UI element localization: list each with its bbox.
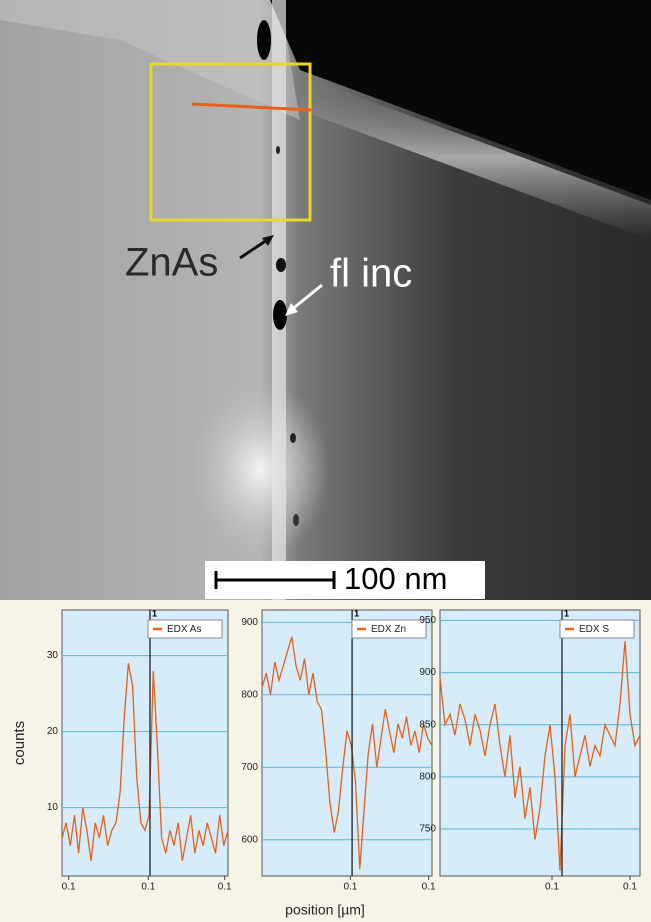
x-axis-label: position [µm] <box>285 902 365 918</box>
y-tick-label: 10 <box>47 802 59 813</box>
y-tick-label: 800 <box>419 772 436 783</box>
y-axis-label: counts <box>11 721 28 765</box>
y-tick-label: 20 <box>47 726 59 737</box>
x-tick-label: 0.1 <box>62 882 76 893</box>
cursor-label: 1 <box>152 608 157 618</box>
scale-bar-label: 100 nm <box>344 561 447 596</box>
legend-label: EDX S <box>579 624 609 635</box>
y-tick-label: 800 <box>241 689 258 700</box>
x-tick-label: 0.1 <box>623 882 637 893</box>
x-tick-label: 0.1 <box>141 882 155 893</box>
y-tick-label: 750 <box>419 824 436 835</box>
annotation: fl inc <box>330 252 412 296</box>
y-tick-label: 900 <box>419 667 436 678</box>
micrograph: ZnAs fl inc 100 nm <box>0 0 651 600</box>
annotation: ZnAs <box>125 241 218 285</box>
x-tick-label: 0.1 <box>218 882 232 893</box>
legend-label: EDX Zn <box>371 624 406 635</box>
charts: 10 20 30 0.1 0.1 0.1 1 EDX As counts 600 700 800 900… <box>11 608 640 917</box>
cursor-label: 1 <box>354 608 359 618</box>
cursor-label: 1 <box>564 608 569 618</box>
y-tick-label: 950 <box>419 615 436 626</box>
y-tick-label: 900 <box>241 617 258 628</box>
y-tick-label: 850 <box>419 719 436 730</box>
plot-area <box>62 610 228 876</box>
y-tick-label: 30 <box>47 650 59 661</box>
legend-label: EDX As <box>167 624 201 635</box>
figure: ZnAs fl inc 100 nm 10 20 30 0.1 0.1 0.1 1 EDX A… <box>0 0 651 922</box>
y-tick-label: 700 <box>241 762 258 773</box>
x-tick-label: 0.1 <box>422 882 436 893</box>
y-tick-label: 600 <box>241 834 258 845</box>
page: ZnAs fl inc 100 nm 10 20 30 0.1 0.1 0.1 1 EDX A… <box>0 0 651 922</box>
x-tick-label: 0.1 <box>343 882 357 893</box>
x-tick-label: 0.1 <box>545 882 559 893</box>
